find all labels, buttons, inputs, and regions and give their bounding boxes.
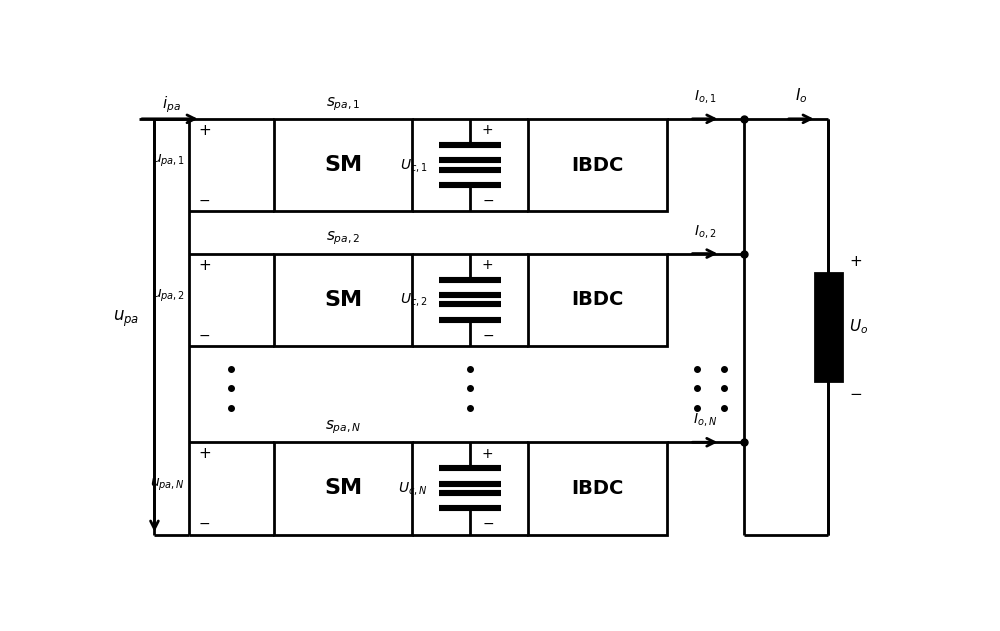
Text: +: + [482,447,493,461]
Text: $I_{o,2}$: $I_{o,2}$ [694,223,716,240]
Bar [274,119,412,211]
Text: IBDC: IBDC [571,479,623,498]
Text: SM: SM [324,478,362,498]
Text: $s_{pa,1}$: $s_{pa,1}$ [326,95,360,113]
Bar [274,254,412,346]
Bar [528,442,667,534]
Text: SM: SM [324,290,362,310]
Text: $u_{pa,N}$: $u_{pa,N}$ [150,476,185,493]
Text: +: + [198,446,211,461]
Bar [815,273,842,380]
Text: $-$: $-$ [198,327,210,341]
Text: +: + [482,258,493,272]
Text: +: + [849,254,862,269]
Text: $I_o$: $I_o$ [795,86,808,105]
Text: $U_{c,N}$: $U_{c,N}$ [398,480,428,497]
Text: $I_{o,N}$: $I_{o,N}$ [693,411,717,428]
Bar [274,442,412,534]
Text: $-$: $-$ [198,192,210,207]
Text: $I_{o,1}$: $I_{o,1}$ [694,88,716,105]
Text: IBDC: IBDC [571,290,623,309]
Text: +: + [198,123,211,138]
Text: SM: SM [324,155,362,175]
Text: $i_{pa}$: $i_{pa}$ [162,95,181,115]
Text: $u_{pa,1}$: $u_{pa,1}$ [152,153,185,169]
Text: $s_{pa,2}$: $s_{pa,2}$ [326,230,360,247]
Text: IBDC: IBDC [571,155,623,175]
Bar [528,119,667,211]
Text: $-$: $-$ [482,327,494,341]
Text: $u_{pa}$: $u_{pa}$ [113,309,139,329]
Text: +: + [482,124,493,138]
Text: $U_{c,1}$: $U_{c,1}$ [400,156,428,174]
Text: $u_{pa,2}$: $u_{pa,2}$ [152,288,185,304]
Text: +: + [198,257,211,273]
Bar [528,254,667,346]
Text: $U_o$: $U_o$ [849,317,869,336]
Text: $-$: $-$ [482,516,494,530]
Text: $-$: $-$ [198,516,210,530]
Text: $U_{c,2}$: $U_{c,2}$ [400,292,428,309]
Text: $-$: $-$ [849,385,863,399]
Text: $s_{pa,N}$: $s_{pa,N}$ [325,418,361,436]
Text: $-$: $-$ [482,192,494,207]
